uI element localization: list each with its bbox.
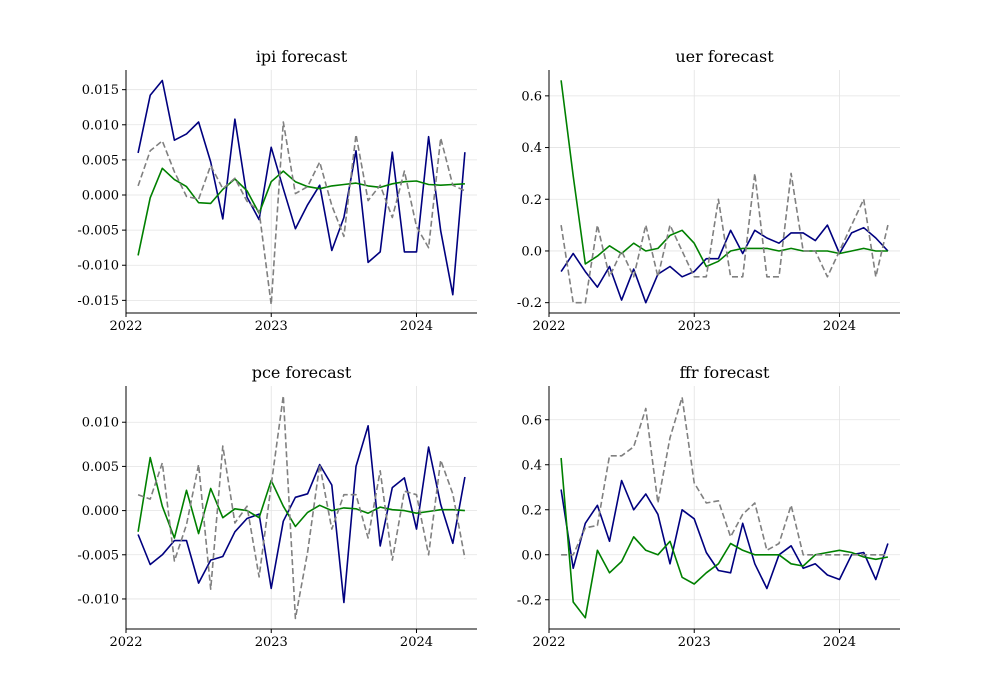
panel-title: ffr forecast — [680, 363, 770, 382]
series-line-2 — [560, 457, 889, 619]
x-tick-label: 2022 — [109, 319, 142, 334]
series-line-3 — [137, 121, 466, 306]
series-line-2 — [137, 456, 465, 539]
panel-ipi: ipi forecast 0.015 0.010 0.005 0.000 -0.005 -… — [77, 47, 477, 334]
series-line-3 — [137, 394, 466, 620]
y-tick-label: 0.0 — [521, 244, 542, 259]
series-line-1 — [137, 424, 466, 604]
series-line-1 — [137, 79, 466, 296]
y-tick-label: 0.6 — [521, 413, 542, 428]
x-tick-label: 2024 — [823, 635, 856, 650]
x-tick-label: 2022 — [109, 635, 142, 650]
y-tick-label: -0.005 — [77, 224, 119, 239]
y-tick-label: 0.0 — [521, 548, 542, 563]
y-tick-label: -0.005 — [77, 548, 119, 563]
y-tick-label: 0.010 — [82, 416, 119, 431]
y-tick-label: 0.6 — [521, 89, 542, 104]
y-tick-label: 0.2 — [521, 193, 542, 208]
y-tick-label: 0.005 — [82, 460, 119, 475]
y-tick-label: 0.015 — [82, 83, 119, 98]
x-tick-label: 2023 — [678, 319, 711, 334]
y-tick-label: -0.2 — [517, 593, 542, 608]
y-tick-label: 0.2 — [521, 503, 542, 518]
panel-ffr: ffr forecast 0.6 0.4 0.2 0.0 -0.2 2022 2023 202… — [517, 363, 900, 650]
x-tick-label: 2024 — [823, 319, 856, 334]
x-tick-label: 2024 — [400, 319, 433, 334]
panel-title: pce forecast — [252, 363, 352, 382]
y-tick-label: -0.010 — [77, 592, 119, 607]
panel-title: uer forecast — [675, 47, 774, 66]
series-line-3 — [561, 396, 888, 556]
series-line-2 — [560, 80, 888, 268]
panel-uer: uer forecast 0.6 0.4 0.2 0.0 -0.2 2022 2023 202… — [517, 47, 900, 334]
x-tick-label: 2022 — [532, 635, 565, 650]
panel-pce: pce forecast 0.010 0.005 0.000 -0.005 -0.010… — [77, 363, 477, 650]
series-line-1 — [560, 224, 889, 304]
y-tick-label: 0.4 — [521, 458, 542, 473]
x-tick-label: 2023 — [678, 635, 711, 650]
panel-title: ipi forecast — [256, 47, 348, 66]
series-line-1 — [560, 479, 889, 590]
y-tick-label: -0.015 — [77, 294, 119, 309]
y-tick-label: -0.2 — [517, 296, 542, 311]
y-tick-label: 0.000 — [82, 189, 119, 204]
x-tick-label: 2023 — [255, 635, 288, 650]
series-line-3 — [560, 172, 889, 304]
series-line-2 — [137, 167, 465, 256]
y-tick-label: 0.000 — [82, 504, 119, 519]
y-tick-label: 0.010 — [82, 118, 119, 133]
y-tick-label: 0.005 — [82, 153, 119, 168]
y-tick-label: 0.4 — [521, 141, 542, 156]
x-tick-label: 2023 — [255, 319, 288, 334]
x-tick-label: 2022 — [532, 319, 565, 334]
x-tick-label: 2024 — [400, 635, 433, 650]
y-tick-label: -0.010 — [77, 259, 119, 274]
